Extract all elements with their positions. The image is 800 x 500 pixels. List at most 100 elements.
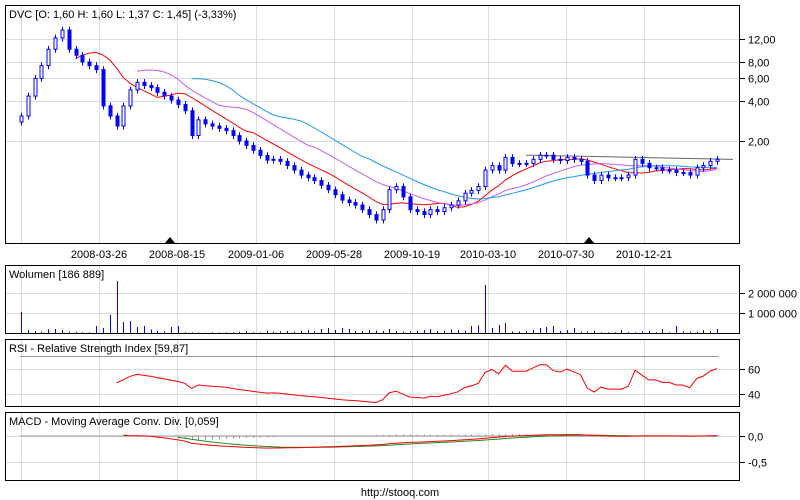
candle-body xyxy=(408,196,413,211)
candle-body xyxy=(599,174,604,182)
x-tick-label: 2009-05-28 xyxy=(306,249,362,261)
moving-average-line xyxy=(191,78,718,200)
x-tick-label: 2010-03-10 xyxy=(460,249,516,261)
candle-body xyxy=(340,194,345,201)
y-tick-label: -0,5 xyxy=(748,458,767,470)
candle-body xyxy=(53,37,58,50)
x-tick-label: 2009-01-06 xyxy=(228,249,284,261)
candle-body xyxy=(333,189,338,196)
candle-body xyxy=(585,160,590,176)
candle-body xyxy=(708,160,713,167)
candle-body xyxy=(715,158,720,162)
candle-body xyxy=(312,177,317,182)
candle-body xyxy=(619,177,624,180)
candle-body xyxy=(497,165,502,171)
y-tick-label: 0,0 xyxy=(748,432,763,444)
macd-line xyxy=(123,434,718,449)
candle-body xyxy=(660,167,665,171)
candle-body xyxy=(524,162,529,165)
candle-body xyxy=(428,209,433,216)
candle-body xyxy=(39,65,44,79)
candle-body xyxy=(169,95,174,101)
macd-signal-line xyxy=(177,434,718,448)
price-panel: 12,00 8,00 6,00 4,00 2,00 xyxy=(5,26,776,243)
candle-body xyxy=(46,48,51,67)
candle-body xyxy=(435,209,440,213)
candle-body xyxy=(640,158,645,164)
candle-body xyxy=(237,135,242,142)
candle-body xyxy=(579,158,584,162)
macd-panel-frame xyxy=(5,412,740,481)
candle-body xyxy=(244,140,249,146)
candle-body xyxy=(190,110,195,137)
candle-body xyxy=(674,169,679,174)
candle-body xyxy=(360,204,365,211)
candle-body xyxy=(326,184,331,191)
price-panel-frame xyxy=(5,5,740,244)
candle-body xyxy=(442,207,447,213)
y-tick-label: 2 000 000 xyxy=(748,289,797,301)
candle-body xyxy=(572,156,577,160)
x-tick-label: 2010-07-30 xyxy=(538,249,594,261)
x-tick-label: 2009-10-19 xyxy=(384,249,440,261)
candle-body xyxy=(415,209,420,213)
volume-title: Wolumen [186 889] xyxy=(9,269,104,281)
candle-body xyxy=(538,154,543,160)
candle-body xyxy=(155,87,160,93)
candle-body xyxy=(613,177,618,180)
footer-link[interactable]: http://stooq.com xyxy=(361,487,439,499)
candle-body xyxy=(517,162,522,165)
candle-body xyxy=(347,199,352,203)
candle-body xyxy=(353,201,358,206)
price-title: DVC [O: 1,60 H: 1,60 L: 1,37 C: 1,45] (-… xyxy=(9,9,236,21)
y-tick-label: 12,00 xyxy=(748,35,776,47)
rsi-line xyxy=(116,364,718,404)
y-tick-label: 2,00 xyxy=(748,137,769,149)
candle-body xyxy=(74,48,79,56)
candle-body xyxy=(654,167,659,170)
x-tick-label: 2010-12-21 xyxy=(616,249,672,261)
candle-body xyxy=(26,95,31,117)
candle-body xyxy=(490,165,495,171)
candle-body xyxy=(633,158,638,176)
candle-body xyxy=(94,65,99,71)
candle-body xyxy=(87,61,92,67)
candle-body xyxy=(510,156,515,164)
triangle-up-icon xyxy=(584,237,594,243)
candle-body xyxy=(319,180,324,186)
candle-body xyxy=(162,91,167,97)
candle-body xyxy=(701,165,706,169)
candle-body xyxy=(128,89,133,107)
x-tick-label: 2008-03-26 xyxy=(71,249,127,261)
candle-body xyxy=(387,189,392,211)
candle-body xyxy=(647,162,652,169)
candle-body xyxy=(258,149,263,157)
candle-body xyxy=(306,174,311,179)
candle-body xyxy=(224,127,229,132)
candle-body xyxy=(231,130,236,137)
triangle-up-icon xyxy=(165,237,175,243)
candle-body xyxy=(183,103,188,112)
candle-body xyxy=(292,165,297,171)
candle-body xyxy=(135,81,140,91)
candle-body xyxy=(551,154,556,160)
moving-average-line xyxy=(75,51,718,208)
candle-body xyxy=(142,81,147,86)
resistance-line xyxy=(525,154,734,160)
candle-body xyxy=(285,160,290,167)
candle-body xyxy=(688,172,693,176)
candle-body xyxy=(251,144,256,151)
candle-body xyxy=(565,156,570,162)
candle-body xyxy=(381,209,386,221)
volume-panel-frame xyxy=(5,265,740,334)
y-tick-label: 60 xyxy=(748,365,760,377)
candle-body xyxy=(606,174,611,179)
candle-body xyxy=(374,214,379,221)
candle-body xyxy=(503,156,508,171)
candle-body xyxy=(681,172,686,175)
y-tick-label: 4,00 xyxy=(748,97,769,109)
rsi-title: RSI - Relative Strength Index [59,87] xyxy=(9,343,188,355)
candle-body xyxy=(558,158,563,162)
candle-body xyxy=(265,155,270,161)
candle-body xyxy=(695,167,700,176)
